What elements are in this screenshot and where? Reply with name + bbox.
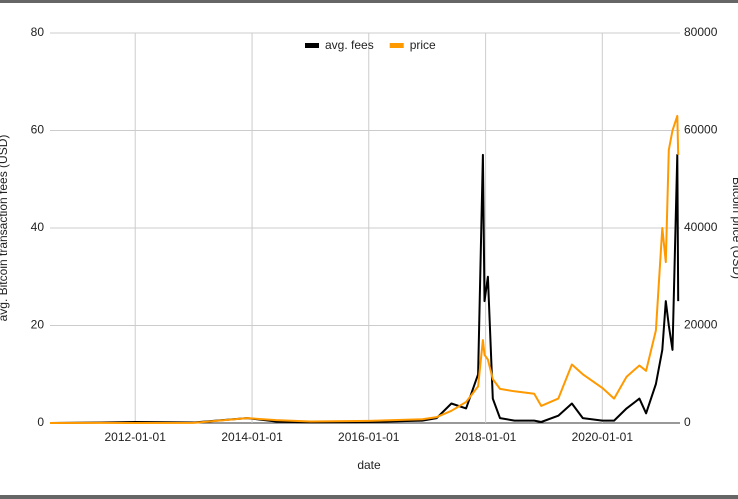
x-tick-label: 2018-01-01 [455,430,517,444]
y2-tick-label: 60000 [684,123,718,137]
x-axis-label: date [357,458,381,472]
y2-tick-label: 40000 [684,220,718,234]
x-tick-label: 2016-01-01 [338,430,400,444]
top-border [0,0,738,3]
y-tick-label: 40 [31,220,45,234]
y-tick-label: 80 [31,25,45,39]
x-tick-label: 2012-01-01 [105,430,167,444]
legend-label: avg. fees [325,38,374,52]
legend-swatch [389,43,404,48]
y-tick-label: 0 [37,415,44,429]
line-series [49,153,680,424]
y2-axis-label: Bitcoin price (USD) [730,177,738,279]
y-axis-label: avg. Bitcoin transaction fees (USD) [0,135,10,322]
x-tick-label: 2020-01-01 [572,430,634,444]
x-tick-label: 2014-01-01 [221,430,283,444]
bottom-border [0,495,738,499]
y2-tick-label: 20000 [684,318,718,332]
y2-tick-label: 0 [684,415,691,429]
y-tick-label: 20 [31,318,45,332]
legend-label: price [410,38,436,52]
legend-swatch [305,43,319,48]
y-tick-label: 60 [31,123,45,137]
y2-tick-label: 80000 [684,25,718,39]
line-series [49,114,680,424]
